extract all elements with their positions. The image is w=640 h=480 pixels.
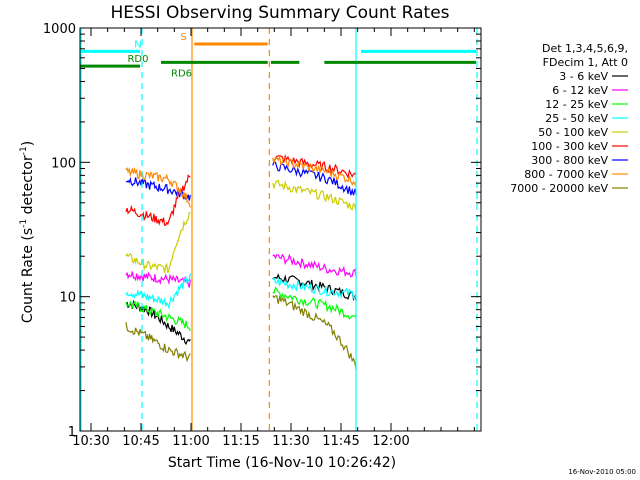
chart-title: HESSI Observing Summary Count Rates <box>110 3 449 23</box>
x-tick-label: 11:00 <box>172 434 209 449</box>
y-label-main: Count Rate (s <box>20 228 36 323</box>
series-line-0-s2 <box>272 273 357 302</box>
legend-label: 300 - 800 keV <box>531 154 608 167</box>
series-line-4-s2 <box>272 179 357 213</box>
legend-label: 25 - 50 keV <box>545 112 608 125</box>
series-line-2-s2 <box>272 286 357 320</box>
flag-layer: N RD0 S RD6 <box>80 32 476 79</box>
x-tick-label: 11:30 <box>272 434 309 449</box>
series-line-8-s1 <box>125 322 191 363</box>
y-label-mid: detector <box>20 155 36 219</box>
series-line-3-s2 <box>272 277 357 300</box>
series-line-2-s1 <box>125 300 191 332</box>
legend-label: 50 - 100 keV <box>538 126 608 139</box>
y-label-sup-1: -1 <box>19 219 29 228</box>
legend: Det 1,3,4,5,6,9, FDecim 1, Att 0 3 - 6 k… <box>510 42 628 195</box>
legend-label: 800 - 7000 keV <box>524 168 608 181</box>
series-line-7-s1 <box>125 166 191 208</box>
legend-label: 6 - 12 keV <box>552 84 608 97</box>
flag-label: RD0 <box>127 54 148 65</box>
x-tick-label: 10:30 <box>72 434 109 449</box>
data-layer <box>80 28 478 431</box>
y-tick-label: 10 <box>59 291 76 306</box>
flag-label: RD6 <box>171 68 192 79</box>
legend-header-2: FDecim 1, Att 0 <box>543 56 628 69</box>
series-line-8-s2 <box>272 295 357 371</box>
x-tick-label: 11:15 <box>222 434 259 449</box>
series-line-3-s1 <box>125 273 191 311</box>
series-line-6-s1 <box>125 176 191 201</box>
flag-label: N <box>134 39 141 50</box>
y-axis: 1 10 100 1000 <box>43 22 481 440</box>
footer-date: 16-Nov-2010 05:00 <box>568 468 636 476</box>
legend-label: 3 - 6 keV <box>559 70 608 83</box>
series-line-5-s2 <box>272 153 357 179</box>
series-line-1-s1 <box>125 271 191 288</box>
legend-label: 7000 - 20000 keV <box>510 182 608 195</box>
legend-label: 100 - 300 keV <box>531 140 608 153</box>
series-line-0-s1 <box>125 299 191 346</box>
x-tick-label: 11:45 <box>322 434 359 449</box>
y-tick-label: 100 <box>51 156 76 171</box>
series-line-5-s1 <box>125 174 191 226</box>
series-line-4-s1 <box>125 211 191 274</box>
legend-label: 12 - 25 keV <box>545 98 608 111</box>
y-label-sup-2: -1 <box>19 146 29 155</box>
series-line-6-s2 <box>272 160 357 196</box>
flag-label: S <box>180 32 186 43</box>
x-axis-label: Start Time (16-Nov-10 10:26:42) <box>168 455 396 471</box>
y-label-end: ) <box>20 141 36 146</box>
series-line-7-s2 <box>272 154 357 186</box>
x-tick-label: 12:00 <box>372 434 409 449</box>
y-tick-label: 1000 <box>43 22 76 37</box>
x-tick-label: 10:45 <box>122 434 159 449</box>
x-axis: 10:30 10:45 11:00 11:15 11:30 11:45 12:00 <box>72 28 475 449</box>
plot-frame <box>79 27 482 432</box>
y-tick-label: 1 <box>68 425 76 440</box>
y-axis-label: Count Rate (s-1 detector-1) <box>19 141 36 323</box>
legend-header-1: Det 1,3,4,5,6,9, <box>542 42 628 55</box>
series-line-1-s2 <box>272 253 357 278</box>
